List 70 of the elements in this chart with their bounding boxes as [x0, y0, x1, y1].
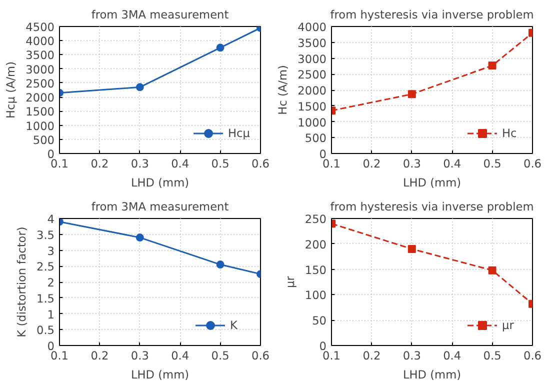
y-tick-label: 500: [32, 132, 55, 147]
x-axis-title: LHD (mm): [402, 176, 462, 190]
x-axis-title: LHD (mm): [130, 176, 190, 190]
y-tick-label: 2: [47, 276, 55, 290]
x-tick-label: 0.3: [130, 348, 149, 362]
y-tick-label: 1500: [26, 104, 55, 119]
x-tick-label: 0.1: [50, 156, 69, 170]
y-tick-label: 4500: [26, 20, 55, 34]
legend-label: K: [230, 318, 238, 332]
legend-label: μr: [502, 318, 515, 332]
y-tick-label: 3500: [298, 36, 327, 50]
y-tick-label: 4: [47, 212, 55, 226]
chart-title: from 3MA measurement: [91, 8, 230, 22]
x-tick-label: 0.2: [362, 156, 381, 170]
y-axis-title: Hc (A/m): [276, 65, 290, 115]
y-axis-title: K (distortion factor): [14, 226, 28, 338]
x-tick-label: 0.4: [443, 156, 462, 170]
x-tick-label: 0.6: [251, 348, 270, 362]
y-axis-title: Hcμ (A/m): [4, 61, 18, 118]
y-tick-label: 3: [47, 244, 55, 258]
x-tick-label: 0.4: [171, 156, 190, 170]
y-tick-label: 3000: [26, 62, 55, 76]
x-tick-label: 0.2: [362, 348, 381, 362]
chart-title: from hysteresis via inverse problem: [330, 200, 534, 214]
x-tick-label: 0.3: [402, 348, 421, 362]
y-tick-label: 2500: [26, 76, 55, 90]
chart-title: from 3MA measurement: [91, 200, 230, 214]
x-tick-label: 0.6: [523, 348, 542, 362]
x-tick-label: 0.5: [211, 156, 230, 170]
x-axis-title: LHD (mm): [402, 368, 462, 382]
x-tick-label: 0.5: [483, 156, 502, 170]
y-tick-label: 1500: [298, 99, 327, 114]
x-tick-label: 0.5: [211, 348, 230, 362]
y-tick-label: 1: [47, 307, 55, 322]
y-tick-label: 200: [304, 237, 327, 252]
y-tick-label: 3000: [298, 52, 327, 66]
y-tick-label: 0.5: [36, 323, 54, 338]
x-tick-label: 0.5: [483, 348, 502, 362]
legend-label: Hc: [502, 126, 518, 140]
x-tick-label: 0.3: [130, 156, 149, 170]
y-tick-label: 500: [304, 131, 327, 146]
legend-label: Hcμ: [228, 126, 250, 140]
y-tick-label: 2500: [298, 68, 327, 82]
chart-title: from hysteresis via inverse problem: [330, 8, 534, 22]
x-tick-label: 0.6: [523, 156, 542, 170]
y-tick-label: 100: [304, 288, 327, 302]
y-tick-label: 3.5: [36, 228, 54, 242]
y-axis-title: μr: [282, 276, 297, 288]
y-tick-label: 4000: [298, 20, 327, 34]
y-tick-label: 1000: [26, 118, 55, 133]
y-tick-label: 2.5: [36, 260, 54, 274]
y-tick-label: 50: [312, 314, 327, 328]
x-tick-label: 0.4: [171, 348, 190, 362]
y-tick-label: 2000: [298, 84, 327, 98]
x-tick-label: 0.3: [402, 156, 421, 170]
x-axis-title: LHD (mm): [130, 368, 190, 382]
x-tick-label: 0.2: [90, 156, 109, 170]
x-tick-label: 0.1: [322, 156, 341, 170]
x-tick-label: 0.6: [251, 156, 270, 170]
y-tick-label: 150: [304, 262, 327, 277]
x-tick-label: 0.4: [443, 348, 462, 362]
y-tick-label: 1000: [298, 115, 327, 130]
x-tick-label: 0.2: [90, 348, 109, 362]
y-tick-label: 4000: [26, 34, 55, 48]
x-tick-label: 0.1: [322, 348, 341, 362]
y-tick-label: 1.5: [36, 291, 54, 306]
x-tick-label: 0.1: [50, 348, 69, 362]
y-tick-label: 2000: [26, 90, 55, 105]
y-tick-label: 250: [304, 212, 327, 226]
y-tick-label: 3500: [26, 48, 55, 62]
